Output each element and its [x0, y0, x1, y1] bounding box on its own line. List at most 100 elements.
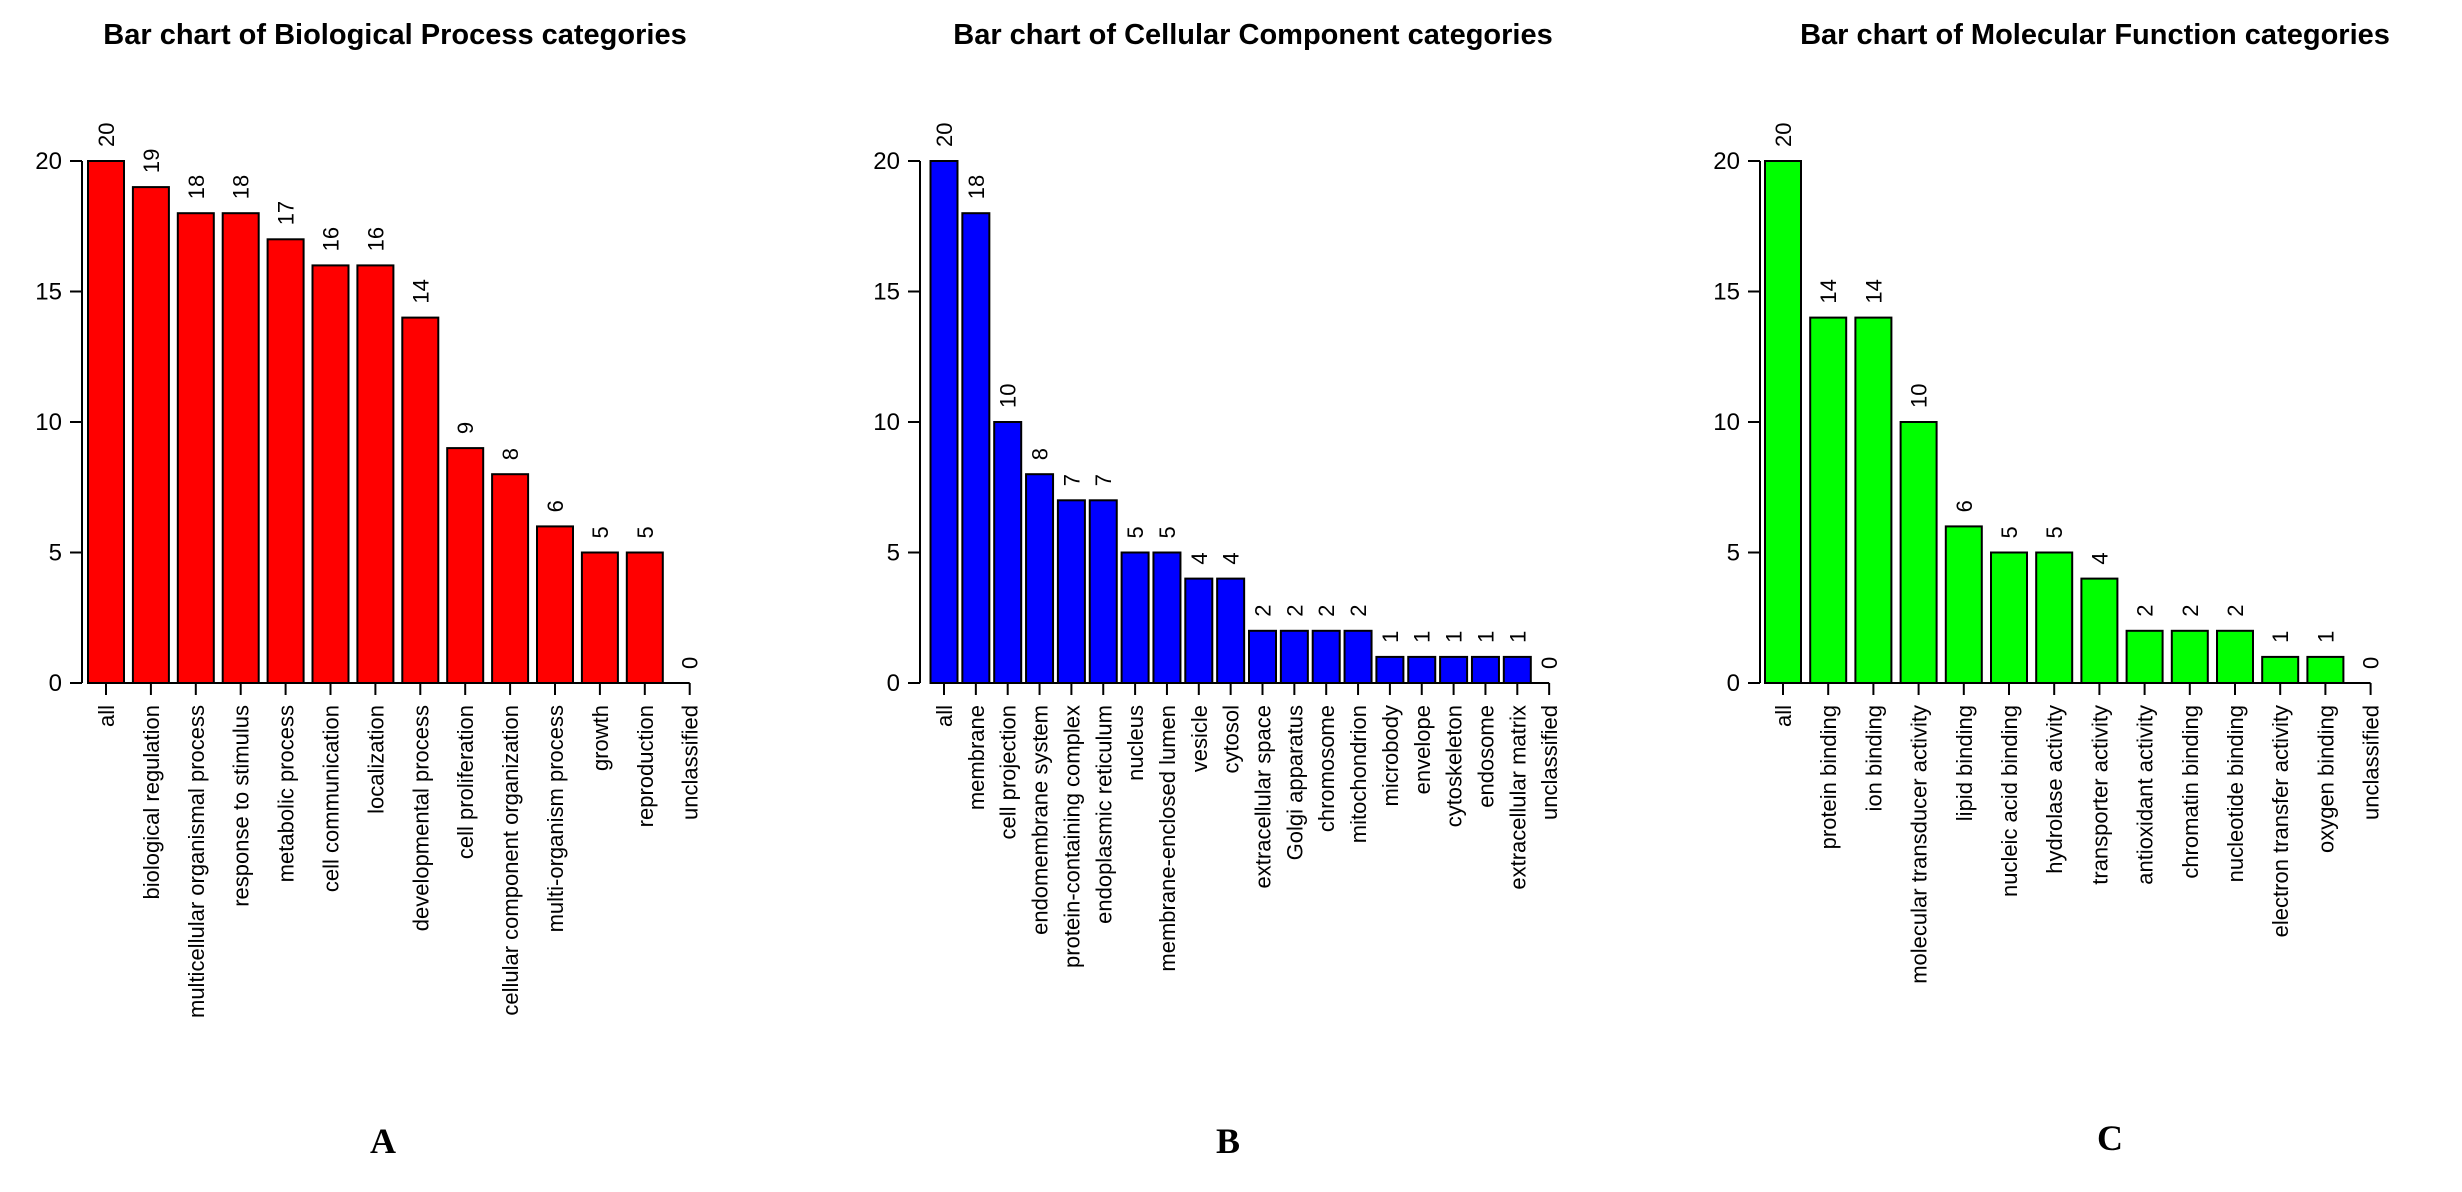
category-label: metabolic process [274, 705, 299, 882]
value-label: 18 [184, 175, 209, 199]
bar [1248, 629, 1277, 684]
bar [1407, 655, 1437, 685]
value-label: 0 [678, 657, 703, 669]
category-label: antioxidant activity [2133, 705, 2158, 885]
category-label: ion binding [1861, 705, 1886, 811]
y-tick-label: 5 [1727, 540, 1740, 567]
bar [1899, 421, 1938, 684]
bar [2035, 551, 2074, 684]
value-label: 2 [1346, 605, 1371, 617]
category-label: all [1771, 705, 1796, 727]
chart-title: Bar chart of Molecular Function categori… [1800, 19, 2390, 51]
category-label: multicellular organismal process [184, 705, 209, 1018]
y-tick-label: 20 [873, 148, 900, 175]
value-label: 10 [996, 384, 1021, 408]
bar [311, 264, 350, 684]
value-label: 5 [588, 526, 613, 538]
category-label: nucleic acid binding [1997, 705, 2022, 897]
category-label: chromatin binding [2178, 705, 2203, 879]
value-label: 1 [1505, 631, 1530, 643]
category-label: Golgi apparatus [1282, 705, 1307, 860]
category-label: mitochondrion [1346, 705, 1371, 843]
category-label: nucleus [1123, 705, 1148, 781]
category-label: all [94, 705, 119, 727]
y-tick-label: 15 [1713, 279, 1740, 306]
bar [1502, 655, 1532, 685]
category-label: cell projection [996, 705, 1021, 840]
chart-title: Bar chart of Cellular Component categori… [953, 19, 1552, 51]
value-label: 0 [2359, 657, 2384, 669]
value-label: 2 [1314, 605, 1339, 617]
bar [1439, 655, 1469, 685]
bar [1025, 473, 1055, 685]
bar [1764, 160, 1802, 684]
bar [176, 212, 215, 684]
bar [625, 551, 664, 684]
y-tick-label: 0 [887, 670, 900, 697]
bar [131, 186, 170, 684]
bar [929, 160, 959, 684]
category-label: membrane-enclosed lumen [1155, 705, 1180, 972]
bar [580, 551, 619, 684]
bar [1854, 316, 1893, 684]
y-tick-label: 10 [35, 409, 62, 436]
category-label: localization [363, 705, 388, 814]
category-label: vesicle [1187, 705, 1212, 772]
category-label: protein binding [1816, 705, 1841, 849]
bar [2306, 655, 2345, 685]
value-label: 20 [932, 123, 957, 147]
value-label: 4 [1187, 552, 1212, 564]
category-label: cytosol [1219, 705, 1244, 773]
bar [221, 212, 260, 684]
value-label: 2 [2178, 605, 2203, 617]
category-label: all [932, 705, 957, 727]
bar [1184, 577, 1214, 684]
value-label: 9 [453, 422, 478, 434]
value-label: 2 [1282, 605, 1307, 617]
value-label: 1 [1473, 631, 1498, 643]
value-label: 1 [2313, 631, 2338, 643]
category-label: lipid binding [1952, 705, 1977, 821]
category-label: chromosome [1314, 705, 1339, 832]
value-label: 2 [2223, 605, 2248, 617]
value-label: 5 [1123, 526, 1148, 538]
value-label: 14 [1861, 279, 1886, 303]
value-label: 2 [1251, 605, 1276, 617]
bar [961, 212, 991, 684]
panel-letter: C [2097, 1118, 2123, 1158]
value-label: 17 [274, 201, 299, 225]
bar [1375, 655, 1405, 685]
value-label: 5 [1997, 526, 2022, 538]
chart-cellular-component: Bar chart of Cellular Component categori… [873, 19, 1562, 1161]
category-label: transporter activity [2087, 705, 2112, 885]
bar [536, 525, 574, 685]
y-tick-label: 15 [35, 279, 62, 306]
plot-area: 0 5 10 15 20 20 all 19 biological regulation 18 mu… [35, 123, 702, 1019]
bar [1809, 316, 1848, 684]
y-tick-label: 0 [49, 670, 62, 697]
category-label: oxygen binding [2313, 705, 2338, 853]
category-label: endomembrane system [1028, 705, 1053, 935]
value-label: 1 [1378, 631, 1403, 643]
category-label: membrane [964, 705, 989, 810]
value-label: 5 [633, 526, 658, 538]
value-label: 20 [94, 123, 119, 147]
bar [401, 316, 440, 684]
bar [1311, 629, 1341, 684]
category-label: unclassified [2359, 705, 2384, 820]
category-label: molecular transducer activity [1907, 705, 1932, 984]
category-label: reproduction [633, 705, 658, 827]
value-label: 1 [1442, 631, 1467, 643]
bar [266, 238, 305, 685]
category-label: cell proliferation [453, 705, 478, 859]
value-label: 19 [139, 149, 164, 173]
bar [2125, 629, 2164, 684]
category-label: cell communication [319, 705, 344, 892]
category-label: nucleotide binding [2223, 705, 2248, 882]
bar [1944, 525, 1983, 685]
y-tick-label: 10 [873, 409, 900, 436]
bar [1088, 499, 1118, 684]
